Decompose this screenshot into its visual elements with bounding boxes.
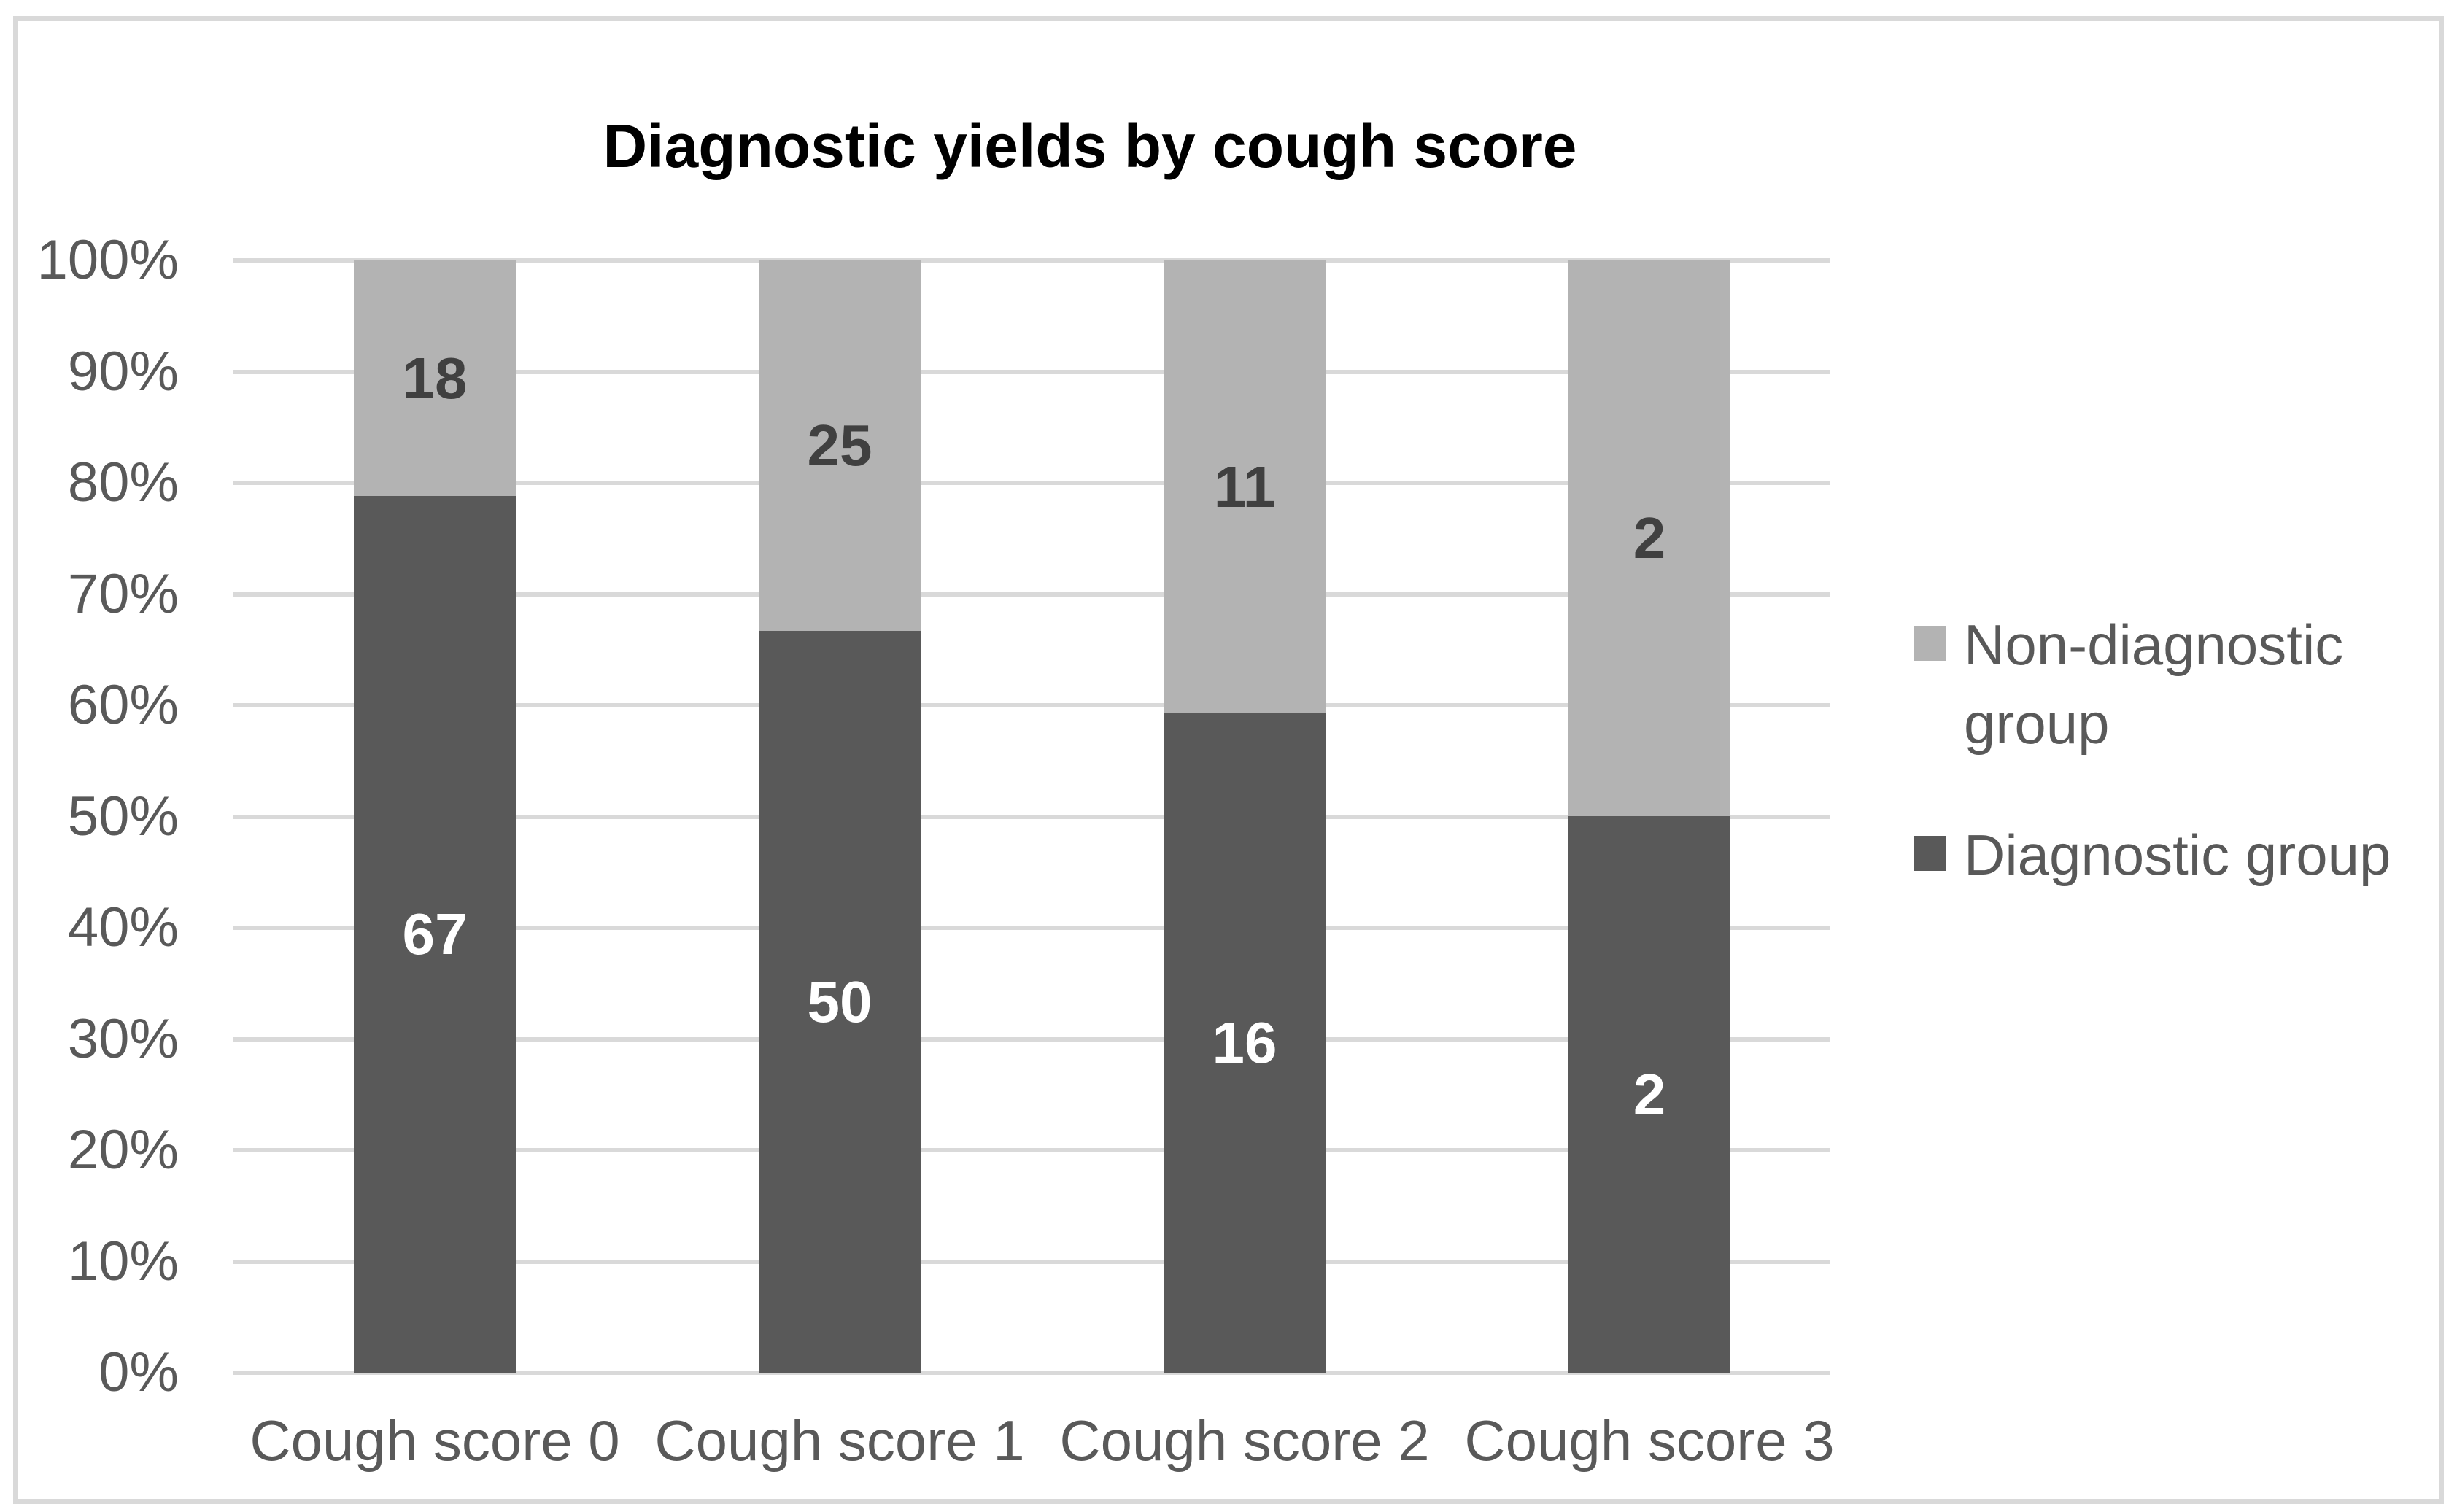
x-axis-line [233, 1371, 1830, 1375]
gridline [233, 926, 1830, 930]
gridline [233, 814, 1830, 819]
bar-segment-diagnostic [354, 496, 516, 1373]
data-label-diagnostic: 50 [807, 969, 872, 1034]
gridline [233, 1259, 1830, 1264]
bar-segment-non-diagnostic [759, 260, 921, 631]
legend-entry: Non-diagnostic group [1914, 605, 2402, 763]
data-label-non-diagnostic: 11 [1213, 454, 1276, 519]
y-tick-label: 80% [67, 451, 179, 513]
y-tick-label: 20% [67, 1119, 179, 1181]
y-tick-label: 10% [67, 1230, 179, 1292]
y-tick-label: 30% [67, 1007, 179, 1070]
y-tick-label: 40% [67, 896, 179, 958]
data-label-diagnostic: 16 [1212, 1010, 1277, 1075]
x-category-label: Cough score 0 [249, 1408, 620, 1473]
y-tick-label: 50% [67, 785, 179, 848]
bar-segment-diagnostic [1568, 816, 1730, 1373]
data-label-non-diagnostic: 25 [807, 413, 872, 478]
chart-title: Diagnostic yields by cough score [603, 112, 1577, 180]
gridline [233, 1036, 1830, 1042]
gridline [233, 258, 1830, 263]
bar-segment-non-diagnostic [1568, 260, 1730, 816]
gridline [233, 592, 1830, 597]
legend-swatch-icon [1914, 836, 1946, 871]
gridline [233, 481, 1830, 485]
y-tick-label: 0% [98, 1341, 179, 1403]
x-category-label: Cough score 2 [1059, 1408, 1430, 1473]
y-tick-label: 60% [67, 674, 179, 736]
gridline [233, 1148, 1830, 1152]
data-label-diagnostic: 2 [1633, 1062, 1666, 1127]
bar-segment-non-diagnostic [1164, 260, 1326, 713]
x-category-label: Cough score 1 [654, 1408, 1025, 1473]
data-label-non-diagnostic: 2 [1633, 505, 1666, 570]
gridline [233, 369, 1830, 374]
y-tick-label: 70% [67, 562, 179, 625]
legend-entry: Diagnostic group [1914, 815, 2402, 894]
x-category-label: Cough score 3 [1464, 1408, 1835, 1473]
data-label-non-diagnostic: 18 [402, 346, 468, 411]
legend-label: Non-diagnostic group [1964, 613, 2344, 756]
gridline [233, 703, 1830, 707]
y-tick-label: 100% [36, 229, 179, 291]
data-label-diagnostic: 67 [402, 902, 468, 966]
bar-segment-diagnostic [1164, 713, 1326, 1373]
bar-segment-diagnostic [759, 631, 921, 1373]
bar-segment-non-diagnostic [354, 260, 516, 496]
legend-swatch-icon [1914, 626, 1946, 661]
legend-label: Diagnostic group [1964, 823, 2391, 887]
y-tick-label: 90% [67, 340, 179, 403]
